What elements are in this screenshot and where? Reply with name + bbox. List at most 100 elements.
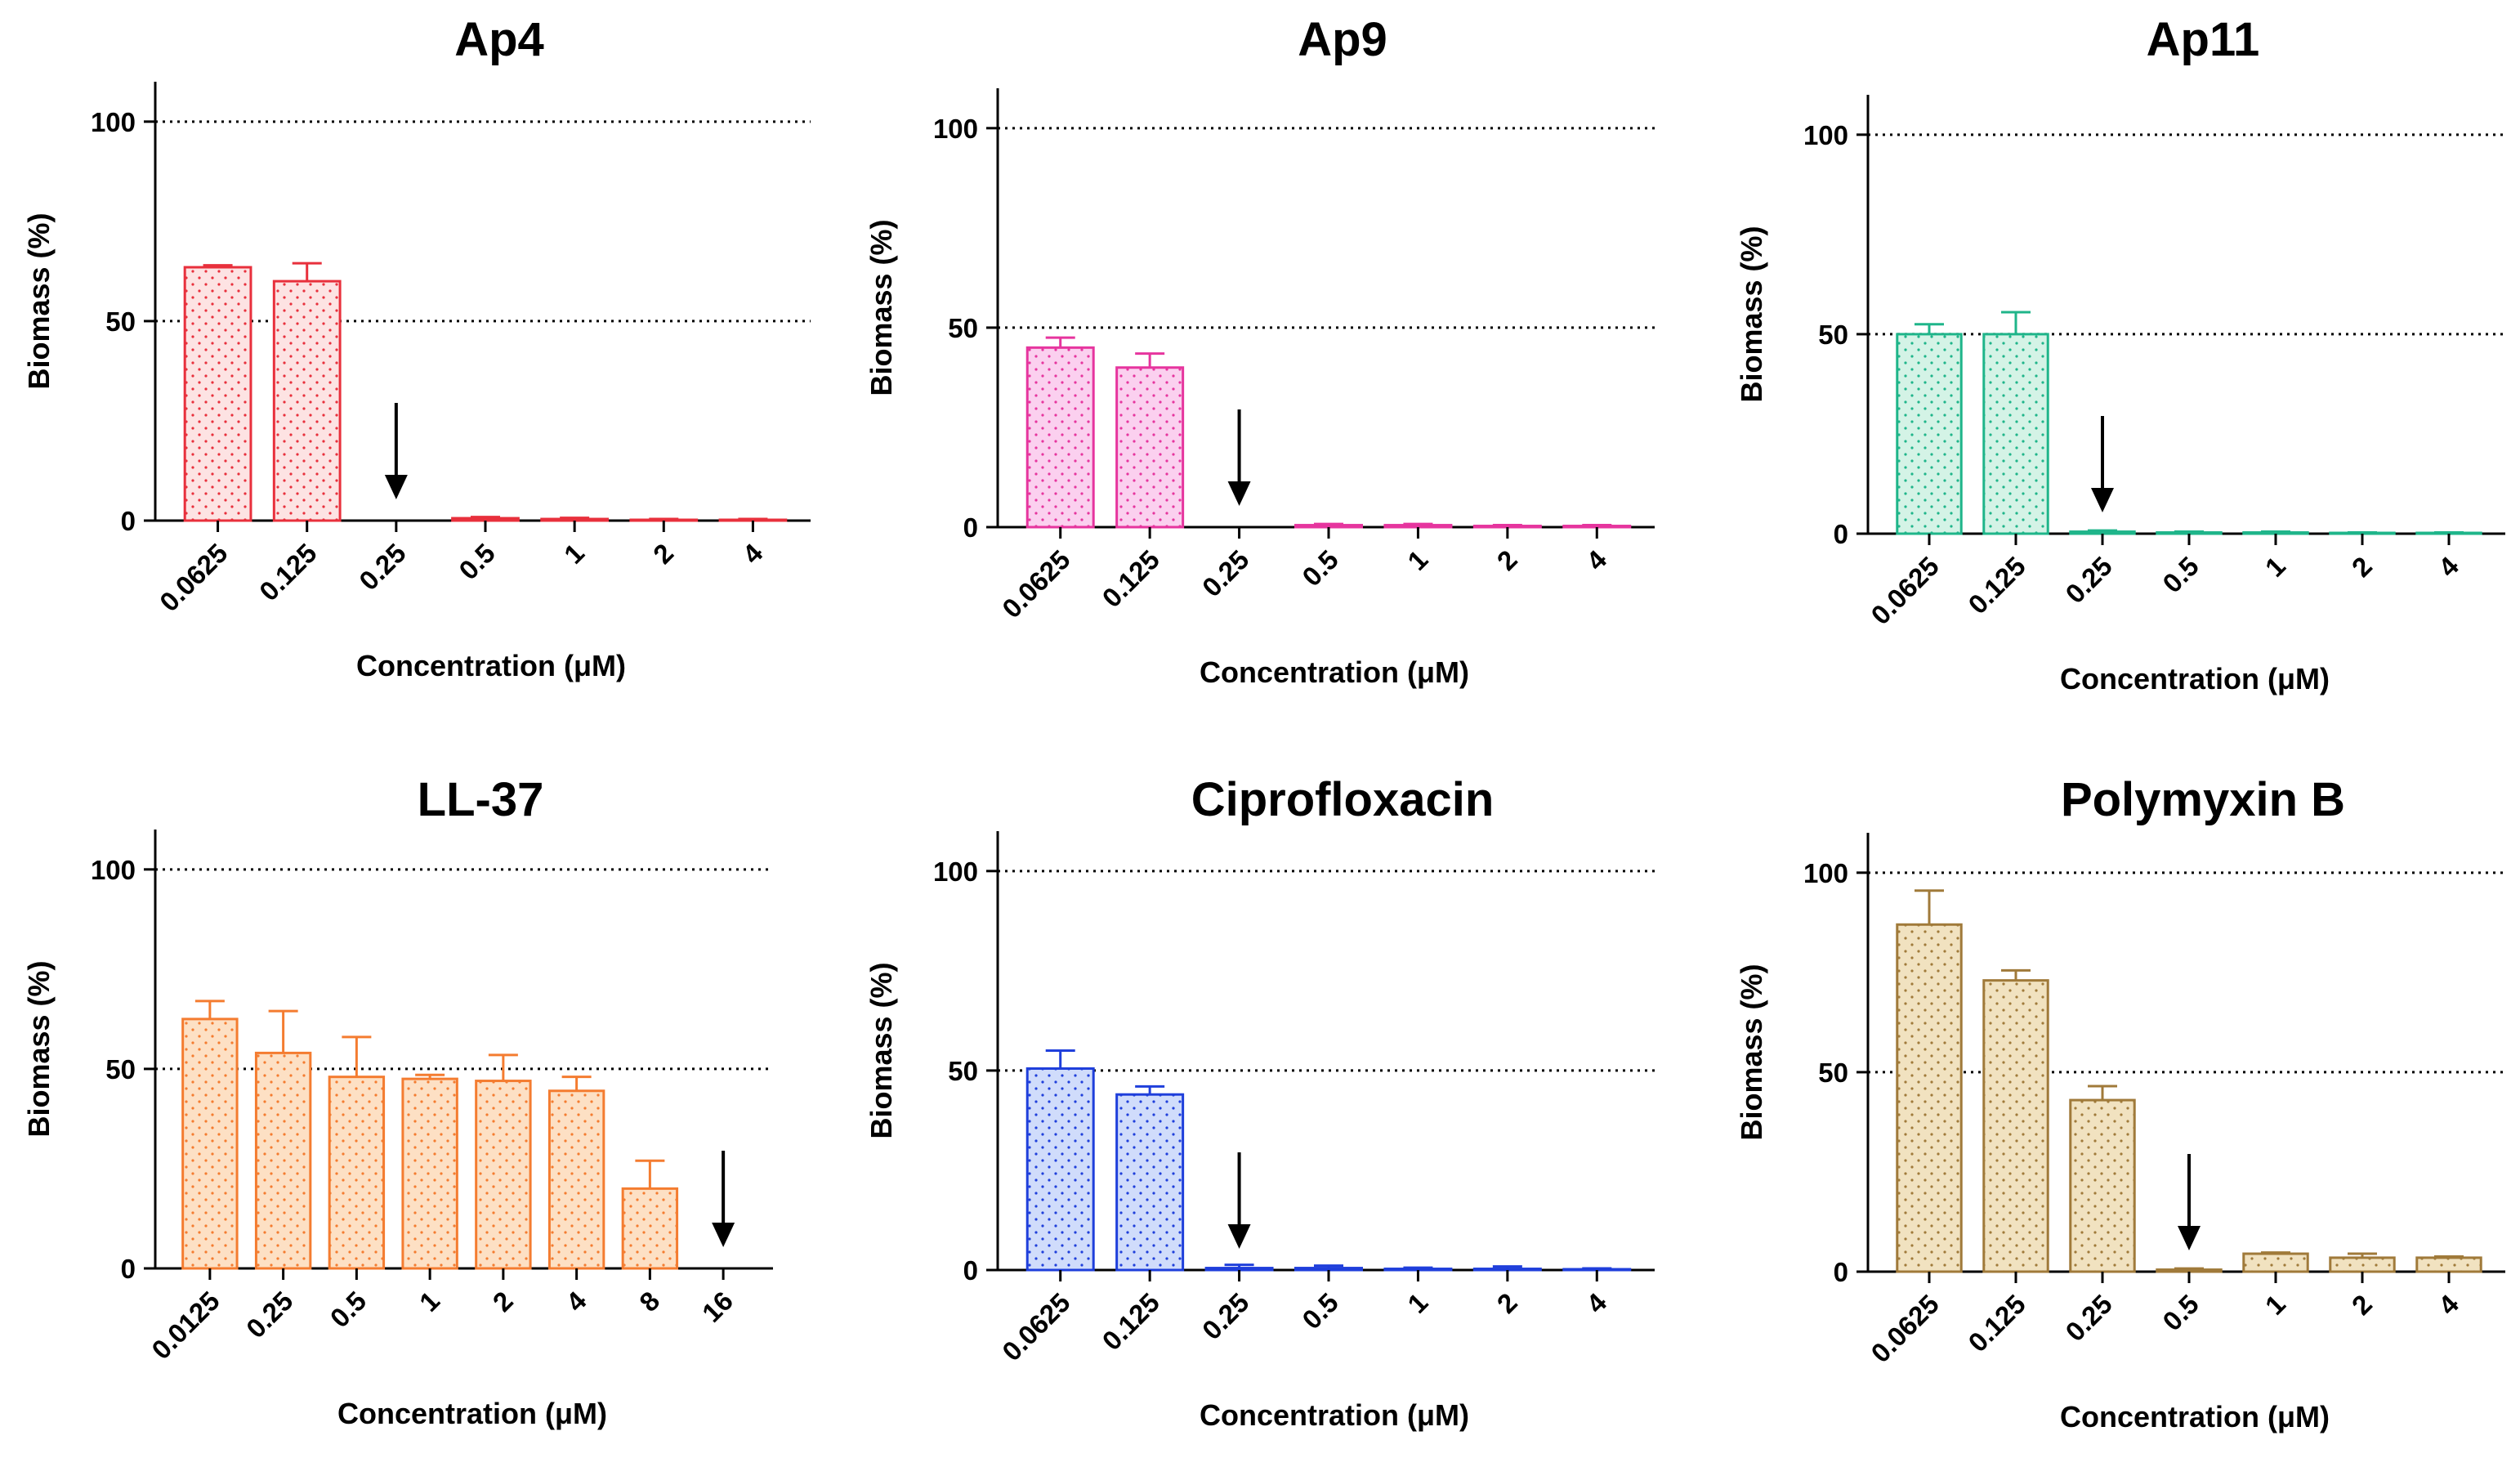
bar — [1294, 1267, 1363, 1272]
mic-arrow-head — [712, 1223, 735, 1247]
y-axis-label: Biomass (%) — [22, 960, 56, 1137]
bar — [2156, 1268, 2223, 1273]
x-tick-label: 1 — [1401, 1287, 1433, 1319]
chart-panel-5: Ciprofloxacin 0 50 100 Biomass (%) 0.0625 0.12… — [865, 773, 1655, 1432]
x-tick-label: 0.5 — [453, 538, 501, 586]
y-tick-label: 100 — [91, 107, 136, 137]
bar — [1896, 333, 1963, 535]
y-tick-label: 0 — [963, 1255, 978, 1286]
bar — [1025, 1067, 1095, 1272]
y-tick-label: 100 — [1803, 858, 1848, 888]
y-tick-label: 100 — [933, 114, 978, 144]
x-tick-label: 1 — [2259, 1289, 2291, 1321]
bar — [183, 266, 252, 522]
x-tick-label: 2 — [647, 538, 679, 570]
y-tick-label: 50 — [948, 1056, 978, 1086]
x-tick-label: 4 — [1580, 543, 1613, 576]
chart-title: Ap9 — [1298, 13, 1387, 66]
bar — [2329, 1256, 2396, 1273]
bar — [328, 1076, 386, 1270]
y-tick-label: 0 — [121, 1254, 136, 1284]
y-tick-label: 100 — [1803, 120, 1848, 150]
bar — [2415, 1256, 2482, 1273]
chart-title: Ciprofloxacin — [1191, 773, 1495, 826]
x-tick-label: 0.125 — [1962, 551, 2031, 620]
x-tick-label: 4 — [736, 537, 769, 570]
x-tick-label: 0.125 — [253, 538, 323, 607]
x-tick-label: 0.0625 — [996, 544, 1076, 624]
bar — [2069, 1098, 2136, 1273]
x-axis-label: Concentration (μM) — [1200, 1398, 1469, 1432]
bar — [181, 1017, 239, 1270]
mic-arrow-head — [1227, 1224, 1251, 1249]
x-tick-label: 0.25 — [240, 1286, 299, 1344]
x-tick-label: 0.0125 — [145, 1286, 226, 1366]
x-tick-label: 0.25 — [2059, 1289, 2118, 1348]
bar — [1204, 1267, 1274, 1272]
x-tick-label: 2 — [2346, 551, 2378, 583]
x-tick-label: 16 — [696, 1286, 739, 1328]
x-tick-label: 0.0625 — [1865, 551, 1945, 631]
x-tick-label: 1 — [2259, 551, 2291, 583]
bar — [1294, 524, 1363, 529]
chart-title: Ap11 — [2147, 13, 2260, 66]
y-tick-label: 0 — [1834, 519, 1848, 549]
mic-arrow-head — [2091, 488, 2114, 512]
chart-panel-1: Ap4 0 50 100 Biomass (%) 0.0625 0.125 0.25 0.5 1 2… — [22, 13, 811, 682]
x-tick-label: 0.25 — [1196, 544, 1255, 603]
x-tick-label: 0.125 — [1962, 1289, 2031, 1358]
bar — [1383, 1268, 1453, 1272]
y-tick-label: 0 — [963, 512, 978, 543]
y-axis-label: Biomass (%) — [865, 962, 898, 1138]
chart-title: Ap4 — [454, 13, 544, 66]
bar — [451, 517, 520, 522]
x-tick-label: 8 — [633, 1286, 665, 1317]
x-tick-label: 0.25 — [2059, 551, 2118, 610]
chart-panel-6: Polymyxin B 0 50 100 Biomass (%) 0.0625 0.125 0… — [1735, 773, 2505, 1433]
x-tick-label: 2 — [2346, 1289, 2378, 1321]
bar — [1472, 1268, 1542, 1272]
mic-arrow-head — [1227, 481, 1251, 506]
chart-panel-4: LL-37 0 50 100 Biomass (%) 0.0125 0.25 0.5 1 2 4 8 1… — [22, 773, 773, 1430]
x-axis-label: Concentration (μM) — [356, 649, 626, 682]
x-tick-label: 1 — [413, 1286, 445, 1317]
x-tick-label: 0.5 — [2156, 551, 2205, 599]
bar — [547, 1089, 605, 1270]
y-axis-label: Biomass (%) — [865, 219, 898, 396]
y-tick-label: 100 — [91, 855, 136, 885]
y-tick-label: 0 — [121, 506, 136, 536]
x-axis-label: Concentration (μM) — [2060, 1400, 2330, 1433]
bar — [272, 280, 342, 522]
y-tick-label: 0 — [1834, 1257, 1848, 1287]
bar — [401, 1077, 458, 1270]
x-axis-label: Concentration (μM) — [2060, 662, 2330, 695]
y-tick-label: 50 — [105, 306, 136, 337]
bar — [1896, 923, 1963, 1273]
x-tick-label: 4 — [560, 1285, 592, 1317]
bar — [1025, 346, 1095, 529]
bar — [1982, 333, 2049, 535]
bar — [1383, 524, 1453, 529]
bar — [1115, 366, 1185, 529]
x-axis-label: Concentration (μM) — [1200, 655, 1469, 689]
y-axis-label: Biomass (%) — [1735, 226, 1768, 402]
x-tick-label: 2 — [1491, 1287, 1523, 1319]
bar — [2069, 530, 2136, 535]
bar — [475, 1080, 532, 1270]
mic-arrow-head — [2178, 1226, 2201, 1250]
x-tick-label: 1 — [1401, 544, 1433, 576]
x-tick-label: 4 — [2433, 1288, 2465, 1321]
x-tick-label: 0.0625 — [154, 538, 234, 618]
x-tick-label: 0.25 — [1196, 1287, 1255, 1346]
y-tick-label: 50 — [1818, 320, 1848, 350]
x-tick-label: 0.5 — [2156, 1289, 2205, 1337]
x-tick-label: 0.125 — [1097, 1287, 1166, 1357]
x-tick-label: 4 — [2433, 550, 2465, 583]
x-axis-label: Concentration (μM) — [337, 1397, 607, 1430]
chart-title: LL-37 — [418, 773, 544, 826]
x-tick-label: 4 — [1580, 1286, 1613, 1319]
bar — [254, 1051, 312, 1270]
bar — [621, 1187, 679, 1270]
chart-title: Polymyxin B — [2061, 773, 2345, 826]
